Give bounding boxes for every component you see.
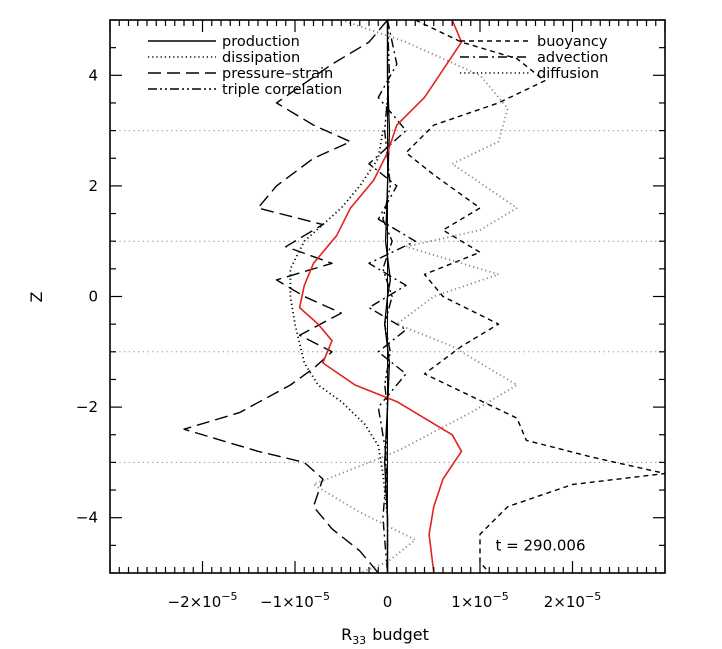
y-tick-label: 2	[88, 177, 98, 195]
series-line-dissipation	[289, 130, 389, 518]
x-tick-label: 0	[383, 593, 393, 611]
y-tick-label: −2	[76, 398, 98, 416]
legend-label: dissipation	[222, 50, 300, 66]
axes: −2×10−5 −1×10−5 0 1×10−5 2×10−5 −4 −2 0 2 4	[76, 19, 666, 611]
series-lines	[183, 20, 665, 573]
x-axis-title-subscript: 33	[352, 634, 366, 647]
x-tick-label: 2×10−5	[544, 590, 601, 611]
legend-label: pressure–strain	[222, 66, 333, 82]
series-line-pressure-strain	[183, 20, 389, 573]
legend-label: production	[222, 34, 300, 50]
legend-label: diffusion	[537, 66, 599, 82]
y-tick-label: −4	[76, 509, 98, 527]
legend-label: buoyancy	[537, 34, 608, 50]
legend-label: triple correlation	[222, 82, 342, 98]
y-tick-label: 0	[88, 288, 98, 306]
series-line-buoyancy	[405, 20, 665, 573]
y-tick-label: 4	[88, 66, 98, 84]
series-line-triple-correlation	[382, 20, 393, 573]
x-tick-label: 1×10−5	[451, 590, 508, 611]
annotations: t = 290.006	[496, 536, 586, 554]
plot-frame	[109, 19, 666, 574]
x-axis-title-main: R	[341, 625, 352, 644]
series-line-total	[298, 20, 463, 573]
x-axis-title-suffix: budget	[372, 625, 429, 644]
legend-label: advection	[537, 50, 608, 66]
x-tick-label: −2×10−5	[168, 590, 238, 611]
x-tick-label: −1×10−5	[260, 590, 330, 611]
time-annotation: t = 290.006	[496, 536, 586, 554]
legend: productiondissipationpressure–straintrip…	[148, 34, 608, 98]
y-axis-title: Z	[27, 291, 46, 302]
x-axis-title: R33 budget	[341, 625, 429, 647]
